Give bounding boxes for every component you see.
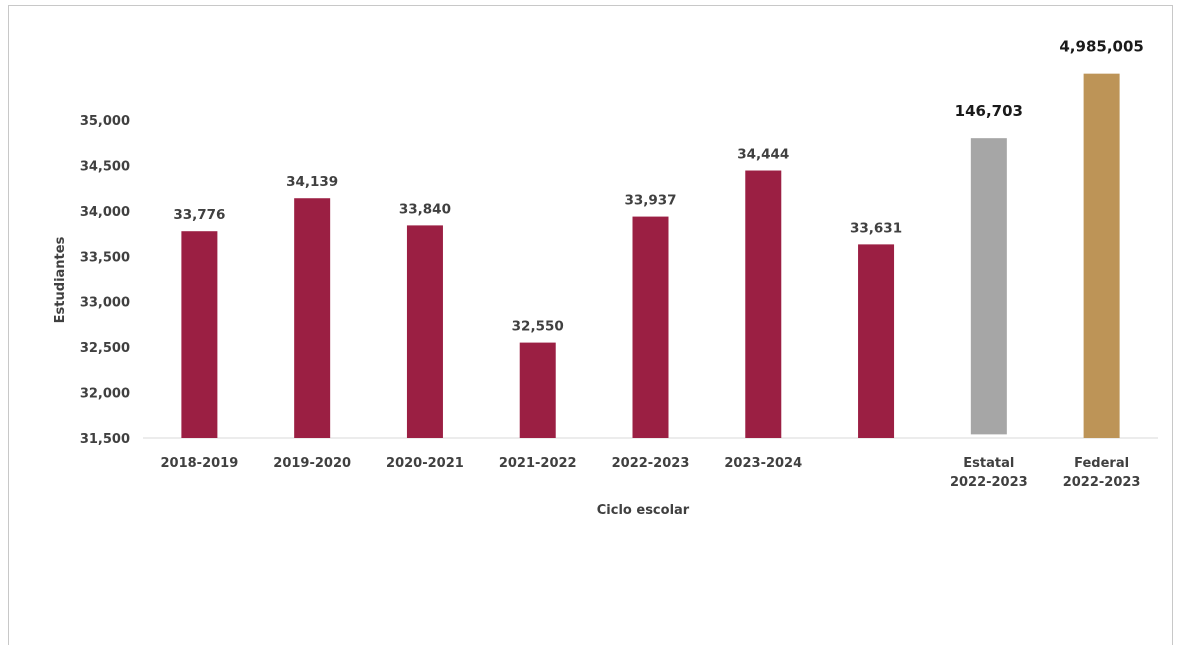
bar-value-label: 33,631 [850,220,902,236]
bar-value-label: 33,840 [399,201,451,217]
bar [745,170,782,438]
value-labels: 33,776 34,139 33,840 32,550 33,937 34,444 33,6… [173,38,1144,335]
x-tick-label: 2022-2023 [612,456,690,471]
bar-value-label: 34,139 [286,174,338,190]
x-tick-label: 2020-2021 [386,456,464,471]
x-axis-ticks: 2018-2019 2019-2020 2020-2021 2021-2022 2022… [161,456,1141,490]
y-tick-label: 33,500 [80,250,130,265]
bar [970,138,1007,435]
x-tick-label: Estatal [963,456,1014,471]
bar-value-label: 33,776 [173,207,225,223]
bar [181,231,218,438]
y-tick-label: 33,000 [80,296,130,311]
y-axis-ticks: 35,000 34,500 34,000 33,500 33,000 32,500 32,0… [80,114,130,447]
y-tick-label: 31,500 [80,432,130,447]
x-tick-label: 2023-2024 [724,456,802,471]
y-tick-label: 34,000 [80,205,130,220]
bar-value-label: 146,703 [955,102,1023,120]
x-tick-label: 2022-2023 [950,475,1028,490]
bars [181,73,1120,439]
bar-value-label: 34,444 [737,147,789,163]
bar [858,244,895,438]
y-tick-label: 32,000 [80,387,130,402]
y-tick-label: 34,500 [80,159,130,174]
bar [406,225,443,438]
chart-frame [8,5,1173,645]
bar [632,216,669,438]
y-axis-title: Estudiantes [53,236,68,323]
x-tick-label: 2021-2022 [499,456,577,471]
x-tick-label: 2019-2020 [273,456,351,471]
y-tick-label: 32,500 [80,341,130,356]
bar-value-label: 33,937 [624,193,676,209]
x-tick-label: 2022-2023 [1063,475,1141,490]
x-tick-label: Federal [1074,456,1129,471]
bar [294,198,331,438]
x-axis-title: Ciclo escolar [597,503,690,518]
y-tick-label: 35,000 [80,114,130,129]
bar [519,342,556,438]
bar-value-label: 32,550 [512,319,564,335]
bar [1083,73,1120,439]
x-tick-label: 2018-2019 [161,456,239,471]
bar-value-label: 4,985,005 [1059,38,1143,56]
